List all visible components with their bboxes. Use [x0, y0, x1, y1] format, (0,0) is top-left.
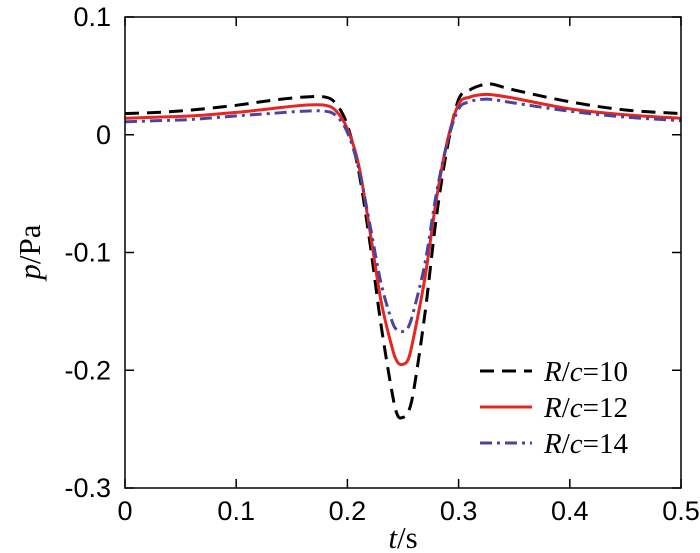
x-tick-label: 0.1	[217, 496, 255, 526]
y-tick-label: -0.2	[64, 355, 111, 385]
plot-lines	[124, 82, 682, 420]
legend-label-2: R/c=14	[543, 428, 629, 460]
y-tick-label: 0.1	[73, 2, 111, 32]
axis-ticks	[124, 16, 682, 489]
series-line-0	[124, 82, 682, 420]
legend: R/c=10 R/c=12 R/c=14	[480, 356, 629, 460]
y-axis-label: p/Pa	[12, 224, 47, 281]
x-tick-label: 0.3	[440, 496, 478, 526]
x-tick-label: 0.4	[551, 496, 589, 526]
x-tick-label: 0.5	[662, 496, 700, 526]
y-tick-label: 0	[96, 120, 111, 150]
legend-label-1: R/c=12	[543, 392, 628, 424]
x-tick-label: 0.2	[329, 496, 367, 526]
x-axis-label: t/s	[388, 520, 417, 553]
series-line-1	[124, 92, 682, 367]
y-tick-label: -0.1	[64, 238, 111, 268]
y-tick-label: -0.3	[64, 473, 111, 503]
x-tick-label: 0	[117, 496, 132, 526]
legend-label-0: R/c=10	[543, 356, 628, 388]
series-line-2	[124, 97, 682, 334]
tick-labels: 0 0.1 0.2 0.3 0.4 0.5 0.1 0 -0.1 -0.2 -0.3	[64, 2, 699, 526]
